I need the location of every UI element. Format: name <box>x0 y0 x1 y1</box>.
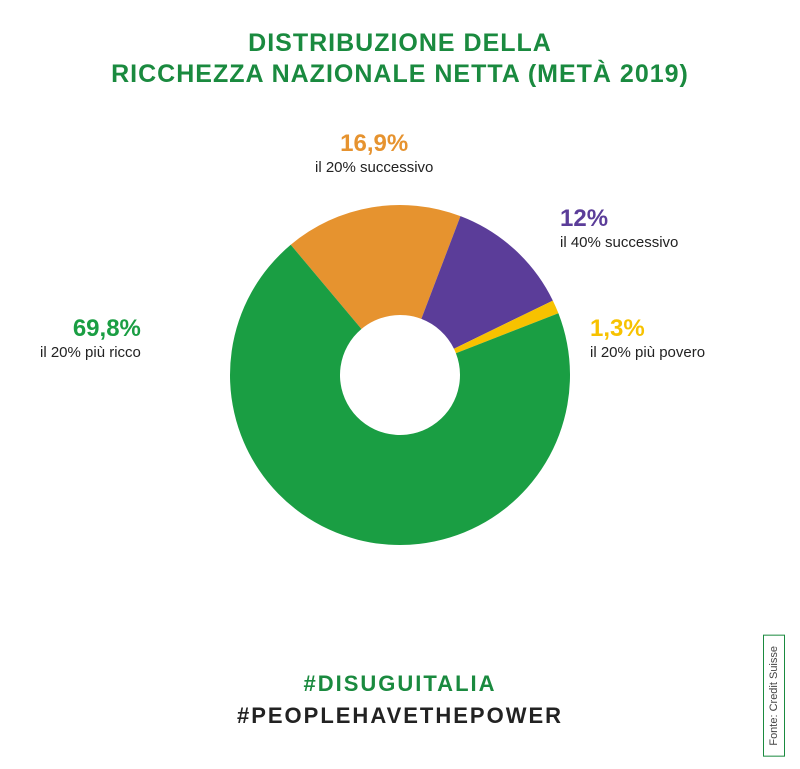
slice-label-0: 16,9%il 20% successivo <box>315 130 433 177</box>
slice-pct-0: 16,9% <box>315 130 433 159</box>
source-credit: Fonte: Credit Suisse <box>763 635 785 757</box>
chart-title: DISTRIBUZIONE DELLA RICCHEZZA NAZIONALE … <box>0 0 800 91</box>
slice-pct-2: 1,3% <box>590 315 705 344</box>
slice-desc-0: il 20% successivo <box>315 159 433 177</box>
slice-desc-2: il 20% più povero <box>590 344 705 362</box>
title-line-2: RICCHEZZA NAZIONALE NETTA (METÀ 2019) <box>0 59 800 90</box>
hashtag-1: #DISUGUITALIA <box>0 671 800 697</box>
slice-label-3: 69,8%il 20% più ricco <box>40 315 141 362</box>
hashtag-2: #PEOPLEHAVETHEPOWER <box>0 703 800 729</box>
slice-desc-3: il 20% più ricco <box>40 344 141 362</box>
slice-label-1: 12%il 40% successivo <box>560 205 678 252</box>
slice-label-2: 1,3%il 20% più povero <box>590 315 705 362</box>
donut-chart <box>220 195 580 555</box>
donut-chart-area: 16,9%il 20% successivo 12%il 40% successi… <box>0 125 800 625</box>
slice-pct-1: 12% <box>560 205 678 234</box>
slice-pct-3: 69,8% <box>40 315 141 344</box>
title-line-1: DISTRIBUZIONE DELLA <box>0 28 800 59</box>
hashtags: #DISUGUITALIA #PEOPLEHAVETHEPOWER <box>0 671 800 729</box>
slice-desc-1: il 40% successivo <box>560 234 678 252</box>
